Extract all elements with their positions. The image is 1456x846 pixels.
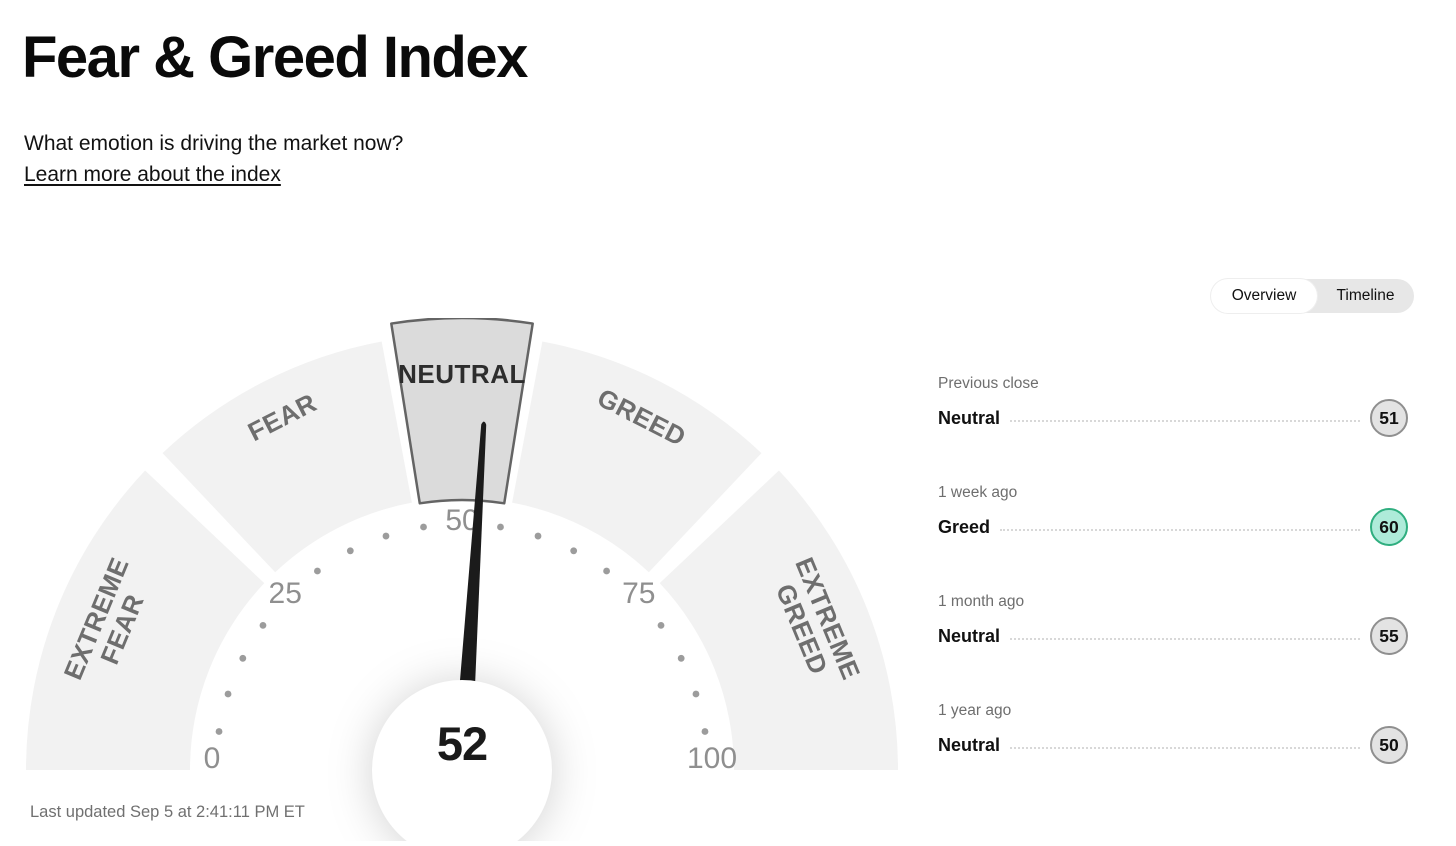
gauge-tick-dot [603, 567, 610, 575]
history-mood: Neutral [938, 734, 1001, 755]
gauge-tick-dot [701, 728, 709, 735]
history-panel: Previous close Neutral 51 1 week ago Gre… [938, 374, 1408, 764]
gauge-tick-dot [692, 690, 700, 698]
tab-overview[interactable]: Overview [1211, 279, 1317, 313]
gauge-tick-dot [677, 654, 685, 662]
gauge-tick-dot [382, 532, 390, 540]
page-title: Fear & Greed Index [22, 25, 528, 90]
dotted-leader [1000, 529, 1360, 531]
gauge-segment [162, 341, 412, 573]
history-value-badge: 50 [1370, 726, 1408, 764]
fear-greed-gauge: 0 25 50 75 100 EXTREMEFEAR FEAR NEUTRAL GREED EXT… [0, 316, 910, 846]
gauge-axis-number: 0 [204, 742, 221, 775]
gauge-tick-dot [497, 523, 504, 531]
gauge-needle [458, 421, 487, 701]
gauge-tick-dot [570, 547, 578, 555]
history-mood: Neutral [938, 625, 1001, 646]
gauge-tick-dot [259, 622, 267, 629]
history-period: Previous close [938, 375, 1039, 392]
page-subtitle: What emotion is driving the market now? [24, 132, 404, 155]
history-value-badge: 60 [1370, 508, 1408, 546]
gauge-tick-dot [215, 728, 223, 735]
gauge-center-circle [372, 680, 552, 846]
gauge-tick-dot [314, 567, 321, 575]
history-row: Previous close Neutral 51 [938, 374, 1408, 437]
gauge-segment [512, 341, 762, 573]
learn-more-link[interactable]: Learn more about the index [24, 163, 281, 186]
history-period: 1 month ago [938, 593, 1025, 610]
dotted-leader [1010, 420, 1360, 422]
tab-timeline[interactable]: Timeline [1336, 287, 1395, 304]
gauge-tick-dot [346, 547, 354, 555]
dotted-leader [1010, 638, 1360, 640]
gauge-tick-dot [534, 532, 542, 540]
gauge-svg: 0255075100EXTREMEFEARFEARNEUTRALGREEDEXT… [26, 316, 898, 846]
gauge-tick-dot [420, 523, 427, 531]
gauge-tick-dot [657, 622, 665, 629]
gauge-tick-dot [224, 690, 232, 698]
history-mood: Greed [938, 516, 991, 537]
history-value-badge: 51 [1370, 399, 1408, 437]
history-row: 1 year ago Neutral 50 [938, 701, 1408, 764]
gauge-segment [26, 470, 265, 770]
history-value-badge: 55 [1370, 617, 1408, 655]
gauge-axis-number: 75 [622, 577, 655, 610]
dotted-leader [1010, 747, 1360, 749]
view-toggle: Overview Timeline [1211, 279, 1414, 313]
history-period: 1 year ago [938, 702, 1012, 719]
last-updated-text: Last updated Sep 5 at 2:41:11 PM ET [30, 803, 305, 821]
gauge-segment-label: NEUTRAL [398, 359, 526, 389]
gauge-axis-number: 100 [687, 742, 737, 775]
history-row: 1 week ago Greed 60 [938, 483, 1408, 546]
history-period: 1 week ago [938, 484, 1018, 501]
history-row: 1 month ago Neutral 55 [938, 592, 1408, 655]
gauge-segment [659, 470, 898, 770]
gauge-tick-dot [239, 654, 247, 662]
gauge-axis-number: 25 [269, 577, 302, 610]
history-mood: Neutral [938, 407, 1001, 428]
gauge-segment-active [390, 316, 534, 505]
gauge-value: 52 [437, 717, 487, 770]
